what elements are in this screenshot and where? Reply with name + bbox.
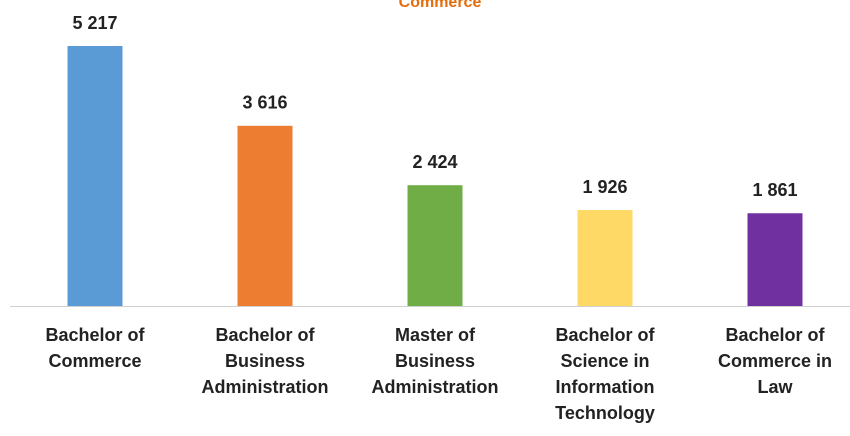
x-tick-label: Bachelor of Science in Information Techn… [555,325,655,423]
bar [67,46,123,306]
x-tick-label: Master of Business Administration [371,325,499,397]
bar [237,125,293,306]
value-label: 3 616 [242,93,287,113]
x-tick-label: Bachelor of Business Administration [201,325,329,397]
bar [407,185,463,306]
bar [747,213,803,306]
x-tick-label: Bachelor of Commerce in Law [717,325,833,397]
bar [577,210,633,306]
value-label: 2 424 [412,152,457,172]
value-label: 5 217 [72,13,117,33]
x-tick-label: Bachelor of Commerce [45,325,145,371]
value-label: 1 861 [752,180,797,200]
chart-title: Commerce [399,0,482,11]
value-label: 1 926 [582,177,627,197]
